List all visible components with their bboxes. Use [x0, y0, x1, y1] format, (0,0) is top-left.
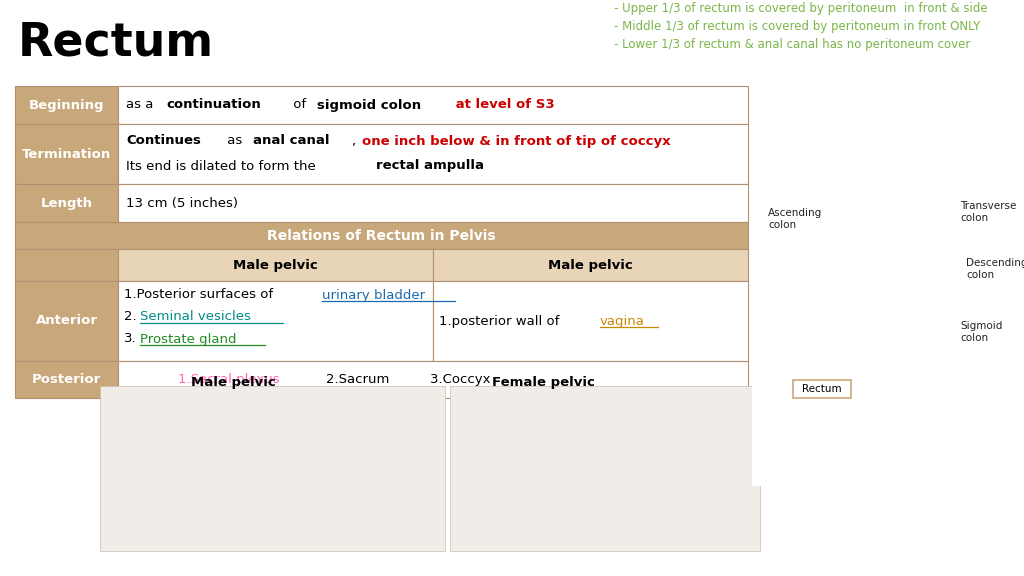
Text: Continues: Continues — [126, 135, 201, 147]
Text: sigmoid colon: sigmoid colon — [316, 98, 421, 112]
Bar — [118, 281, 433, 361]
Text: continuation: continuation — [167, 98, 261, 112]
Text: Termination: Termination — [22, 147, 112, 161]
Text: Anterior: Anterior — [36, 314, 97, 328]
Text: Female pelvic: Female pelvic — [492, 376, 595, 389]
Bar — [433, 249, 748, 281]
Text: 2.: 2. — [124, 310, 136, 324]
Bar — [15, 361, 118, 398]
Bar — [433, 281, 748, 361]
Bar — [793, 380, 851, 398]
Bar — [15, 222, 748, 249]
Text: Rectum: Rectum — [802, 384, 842, 394]
Text: at level of S3: at level of S3 — [451, 98, 555, 112]
Text: one inch below & in front of tip of coccyx: one inch below & in front of tip of cocc… — [362, 135, 671, 147]
Text: Male pelvic: Male pelvic — [190, 376, 275, 389]
Text: - Middle 1/3 of rectum is covered by peritoneum in front ONLY: - Middle 1/3 of rectum is covered by per… — [614, 20, 980, 33]
Text: Prostate gland: Prostate gland — [140, 332, 237, 346]
Text: as a: as a — [126, 98, 158, 112]
Text: 1.posterior wall of: 1.posterior wall of — [439, 314, 563, 328]
Bar — [118, 86, 748, 124]
Text: Its end is dilated to form the: Its end is dilated to form the — [126, 160, 319, 172]
Text: Beginning: Beginning — [29, 98, 104, 112]
Text: Posterior: Posterior — [32, 373, 101, 386]
Text: Seminal vesicles: Seminal vesicles — [140, 310, 251, 324]
Text: 2.Sacrum: 2.Sacrum — [309, 373, 389, 386]
Text: vagina: vagina — [600, 314, 645, 328]
Bar — [100, 386, 445, 551]
Text: Sigmoid
colon: Sigmoid colon — [961, 321, 1002, 343]
Text: anal canal: anal canal — [253, 135, 330, 147]
Text: 13 cm (5 inches): 13 cm (5 inches) — [126, 196, 238, 210]
Text: urinary bladder: urinary bladder — [322, 289, 425, 301]
Text: 1.Sacral plexus: 1.Sacral plexus — [178, 373, 280, 386]
Text: Length: Length — [41, 196, 92, 210]
Text: 1.Posterior surfaces of: 1.Posterior surfaces of — [124, 289, 278, 301]
Text: Descending
colon: Descending colon — [966, 258, 1024, 279]
Bar — [15, 124, 118, 184]
Bar — [118, 184, 748, 222]
Bar — [118, 361, 748, 398]
Text: Male pelvic: Male pelvic — [548, 259, 633, 271]
Text: Ascending
colon: Ascending colon — [768, 208, 822, 230]
Text: Rectum: Rectum — [18, 21, 214, 66]
Bar — [118, 124, 748, 184]
Text: 3.: 3. — [124, 332, 136, 346]
Bar — [15, 184, 118, 222]
Text: - Lower 1/3 of rectum & anal canal has no peritoneum cover: - Lower 1/3 of rectum & anal canal has n… — [614, 38, 971, 51]
Bar — [15, 249, 118, 281]
Bar — [15, 281, 118, 361]
Text: Male pelvic: Male pelvic — [233, 259, 317, 271]
Text: Relations of Rectum in Pelvis: Relations of Rectum in Pelvis — [267, 229, 496, 242]
Text: of: of — [289, 98, 310, 112]
Text: rectal ampulla: rectal ampulla — [377, 160, 484, 172]
Text: Transverse
colon: Transverse colon — [961, 201, 1017, 222]
Bar — [450, 386, 760, 551]
Text: 3.Coccyx: 3.Coccyx — [413, 373, 490, 386]
Text: ,: , — [351, 135, 360, 147]
Bar — [15, 86, 118, 124]
Bar — [118, 249, 433, 281]
Bar — [752, 191, 1017, 486]
Text: - Upper 1/3 of rectum is covered by peritoneum  in front & side: - Upper 1/3 of rectum is covered by peri… — [614, 2, 987, 15]
Text: as: as — [222, 135, 246, 147]
